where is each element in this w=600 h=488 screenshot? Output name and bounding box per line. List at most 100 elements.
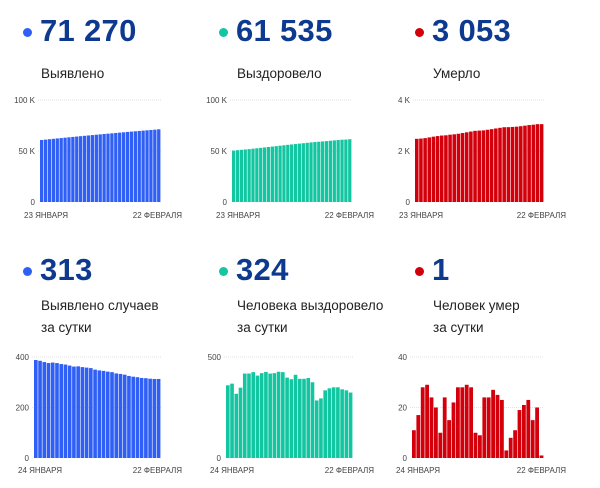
- bar: [321, 141, 325, 202]
- bar: [336, 140, 340, 202]
- recovered-total-value: 61 535: [236, 13, 333, 48]
- bar: [310, 382, 315, 458]
- y-tick-label: 2 K: [398, 147, 411, 156]
- bar: [478, 435, 482, 458]
- bar: [34, 360, 38, 458]
- bar: [473, 130, 477, 202]
- bar: [278, 145, 282, 202]
- bar: [90, 135, 95, 202]
- y-tick-label: 20: [398, 404, 407, 413]
- deaths-total-label: Умерло: [433, 63, 480, 85]
- bar: [118, 373, 123, 458]
- bar: [510, 126, 515, 202]
- x-start-label: 24 ЯНВАРЯ: [210, 466, 254, 475]
- bar: [131, 376, 135, 458]
- bar: [82, 135, 87, 202]
- bar: [447, 420, 451, 459]
- bar: [276, 371, 281, 458]
- bar: [317, 141, 321, 202]
- bar: [67, 365, 72, 458]
- bar: [272, 373, 277, 458]
- bar: [259, 147, 263, 202]
- bar: [530, 420, 535, 459]
- infected-total-value: 71 270: [40, 13, 137, 48]
- bar: [495, 394, 500, 459]
- bar: [427, 137, 432, 202]
- x-end-label: 22 ФЕВРАЛЯ: [325, 211, 374, 220]
- y-tick-label: 0: [223, 198, 228, 207]
- bar: [238, 387, 243, 458]
- bar: [94, 134, 98, 202]
- bar: [489, 129, 494, 202]
- bar: [67, 137, 71, 202]
- bar: [323, 390, 327, 458]
- chart-recovered-daily: 0 500 24 ЯНВАРЯ 22 ФЕВРАЛЯ: [208, 353, 375, 475]
- infected-total-label: Выявлено: [41, 63, 104, 85]
- y-tick-label: 50 K: [211, 147, 228, 156]
- bar: [340, 139, 344, 202]
- bar: [226, 385, 230, 458]
- deaths-daily-legend-dot-icon: [415, 267, 424, 276]
- bar: [118, 132, 122, 202]
- infected-legend-dot-icon: [23, 28, 32, 37]
- bar: [59, 364, 64, 458]
- bar: [494, 128, 498, 202]
- bar: [86, 135, 91, 202]
- bar: [486, 397, 491, 458]
- bar: [306, 378, 311, 458]
- bar: [305, 142, 309, 202]
- deaths-total-value: 3 053: [432, 13, 512, 48]
- panel-recovered-daily: 324 Человека выздоровело за сутки 0 500 24…: [196, 245, 396, 475]
- bar: [513, 430, 517, 458]
- bar: [51, 138, 56, 202]
- bar: [285, 377, 289, 458]
- y-tick-label: 500: [208, 353, 222, 362]
- bar: [133, 131, 137, 202]
- bar: [348, 139, 352, 202]
- label-line: за сутки: [41, 320, 92, 335]
- bar: [412, 430, 416, 458]
- bar: [72, 366, 76, 458]
- panel-infected-daily: 313 Выявлено случаев за сутки 0 200 400 24 …: [0, 245, 200, 475]
- label-line: за сутки: [433, 320, 484, 335]
- bar: [114, 132, 118, 202]
- bar: [535, 124, 540, 202]
- bar: [79, 136, 83, 202]
- bar: [242, 373, 247, 458]
- x-start-label: 23 ЯНВАРЯ: [24, 211, 68, 220]
- bar: [473, 432, 478, 458]
- bar: [110, 372, 114, 458]
- x-end-label: 22 ФЕВРАЛЯ: [517, 211, 566, 220]
- bar: [504, 450, 509, 458]
- bar: [420, 387, 425, 458]
- label-line: Выявлено: [41, 66, 105, 81]
- deaths-daily-value: 1: [432, 252, 450, 287]
- x-end-label: 22 ФЕВРАЛЯ: [133, 211, 182, 220]
- x-start-label: 24 ЯНВАРЯ: [18, 466, 62, 475]
- bar: [336, 387, 340, 458]
- panel-deaths-daily: 1 Человек умер за сутки 0 20 40 24 ЯНВАРЯ 22…: [392, 245, 592, 475]
- x-end-label: 22 ФЕВРАЛЯ: [517, 466, 566, 475]
- chart-infected-daily: 0 200 400 24 ЯНВАРЯ 22 ФЕВРАЛЯ: [16, 353, 183, 475]
- bar: [324, 141, 329, 202]
- bar: [297, 143, 302, 202]
- deaths-daily-label: Человек умер за сутки: [433, 295, 520, 339]
- bar: [319, 398, 323, 458]
- bar: [251, 148, 255, 202]
- bar: [127, 375, 131, 458]
- bar: [255, 375, 260, 458]
- bar: [425, 384, 429, 458]
- bar: [47, 139, 52, 202]
- bar: [293, 374, 298, 458]
- bar: [423, 138, 427, 202]
- bar: [110, 133, 114, 202]
- bar: [439, 135, 444, 202]
- bar: [46, 363, 51, 458]
- bar: [431, 136, 436, 202]
- y-tick-label: 400: [16, 353, 30, 362]
- bar: [464, 384, 469, 458]
- bar: [469, 387, 473, 458]
- bar: [145, 130, 149, 202]
- bar: [444, 135, 448, 202]
- x-end-label: 22 ФЕВРАЛЯ: [133, 466, 182, 475]
